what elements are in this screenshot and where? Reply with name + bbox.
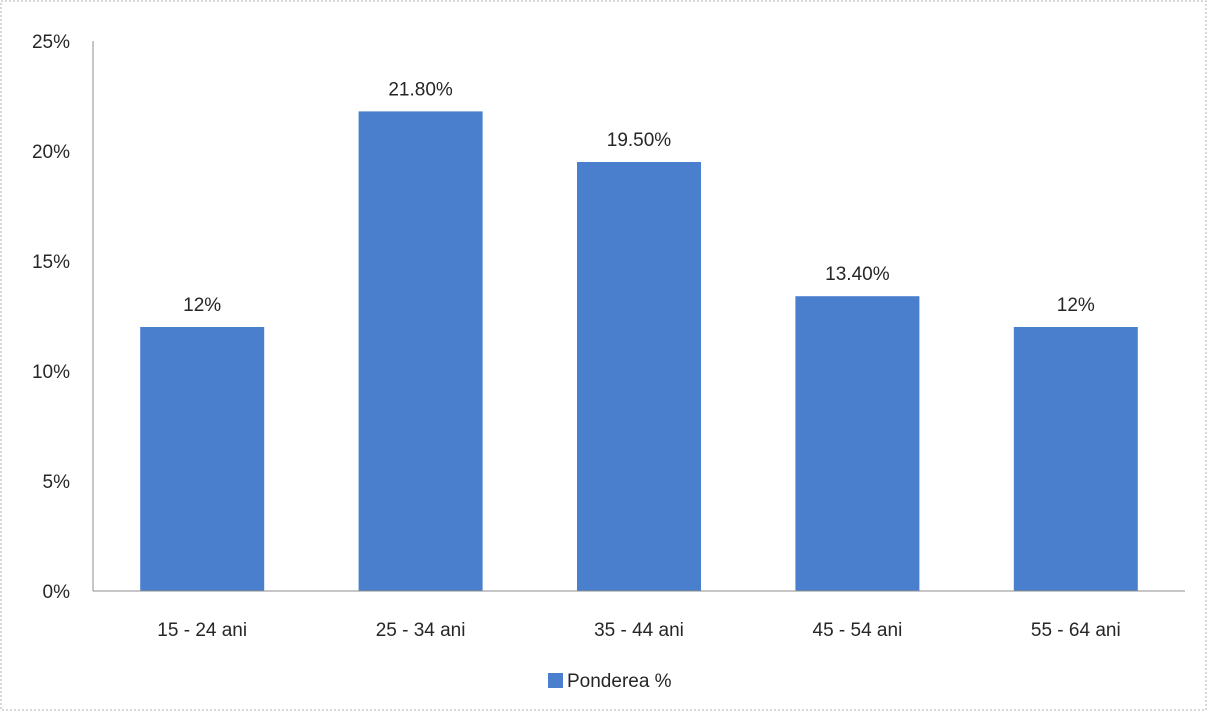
bar-data-label: 12%: [183, 295, 221, 316]
y-tick-label: 0%: [43, 582, 71, 603]
y-tick-label: 20%: [32, 142, 70, 163]
bars-group: [140, 111, 1138, 592]
bar: [795, 296, 920, 591]
y-tick-label: 25%: [32, 32, 70, 53]
bar: [140, 327, 265, 591]
x-category-label: 15 - 24 ani: [157, 620, 247, 641]
legend-swatch: [548, 673, 563, 688]
bar: [577, 162, 701, 591]
legend: Ponderea %: [548, 671, 672, 692]
x-category-label: 35 - 44 ani: [594, 620, 684, 641]
x-category-label: 25 - 34 ani: [376, 620, 466, 641]
bar-data-label: 19.50%: [607, 130, 672, 151]
bar: [358, 111, 483, 592]
y-tick-label: 15%: [32, 252, 70, 273]
data-labels-group: 12% 21.80% 19.50% 13.40% 12%: [183, 79, 1095, 316]
y-tick-label: 5%: [43, 472, 71, 493]
category-labels-group: 15 - 24 ani 25 - 34 ani 35 - 44 ani 45 - 54…: [157, 620, 1120, 641]
x-category-label: 45 - 54 ani: [813, 620, 903, 641]
y-axis-ticks: 0% 5% 10% 15% 20% 25%: [32, 32, 70, 603]
bar-data-label: 21.80%: [388, 79, 453, 100]
x-category-label: 55 - 64 ani: [1031, 620, 1121, 641]
legend-label: Ponderea %: [567, 671, 672, 692]
bar-data-label: 12%: [1057, 295, 1095, 316]
bar: [1013, 327, 1138, 591]
bar-data-label: 13.40%: [825, 264, 890, 285]
y-tick-label: 10%: [32, 362, 70, 383]
